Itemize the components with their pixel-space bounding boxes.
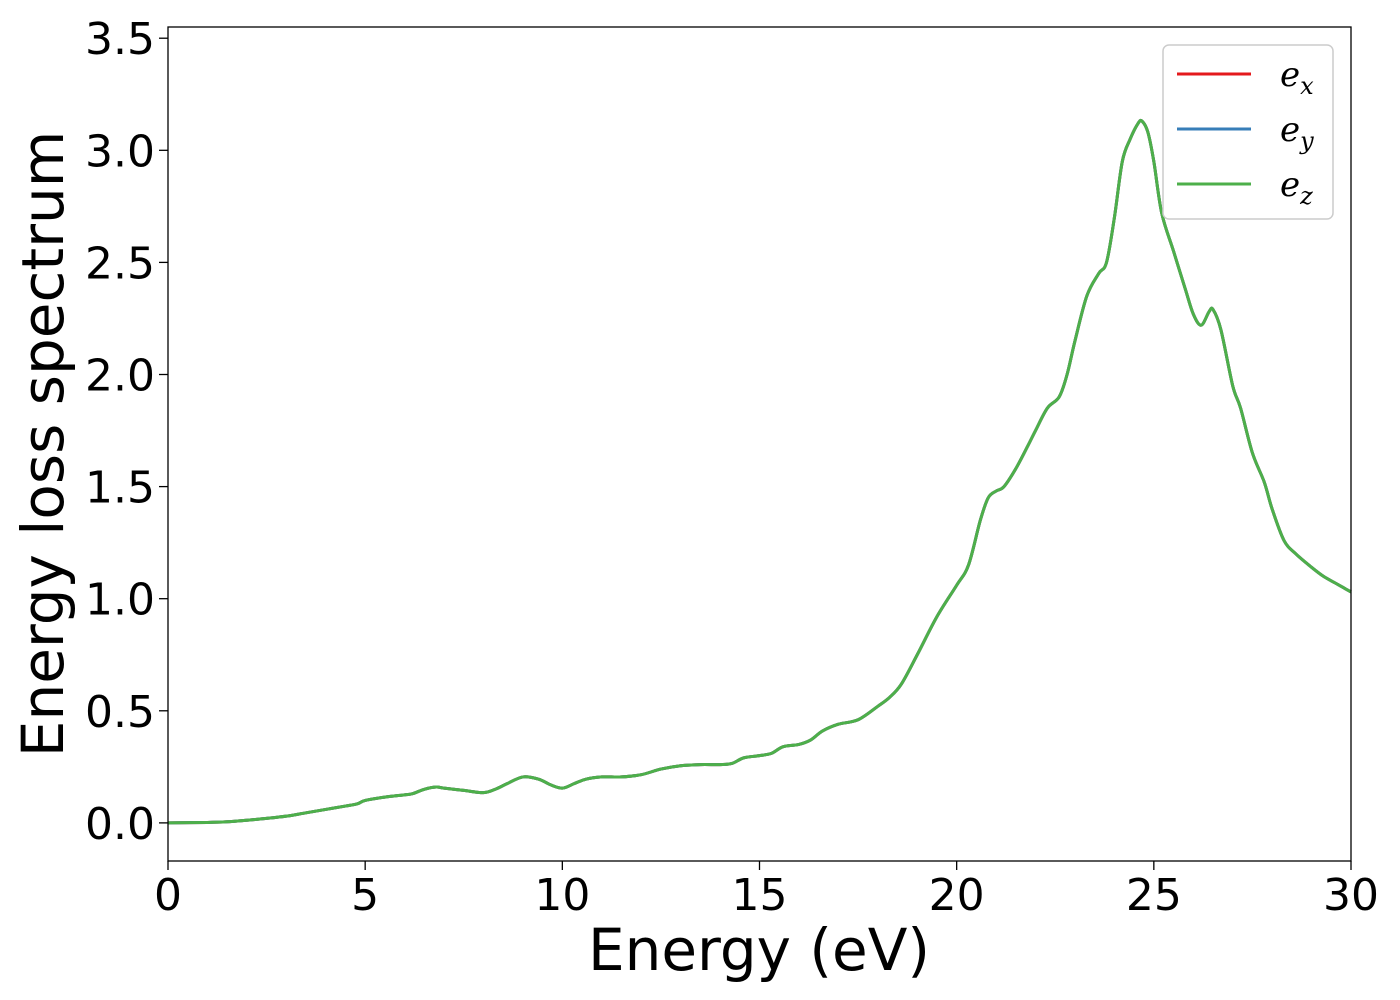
legend-box: [1162, 44, 1334, 220]
y-tick-label: 2.0: [85, 351, 155, 402]
y-tick-label: 1.5: [85, 463, 155, 514]
y-axis-label: Energy loss spectrum: [9, 131, 77, 757]
x-axis-ticks: 0 5 10 15 20 25 30: [154, 861, 1379, 921]
legend-label-x: ex: [1280, 55, 1314, 100]
x-tick-label: 10: [534, 870, 590, 921]
x-tick-label: 30: [1323, 870, 1379, 921]
series-line-z: [167, 118, 1352, 825]
x-axis-label: Energy (eV): [588, 916, 930, 984]
x-tick-label: 20: [929, 870, 985, 921]
legend-label-y: ey: [1280, 110, 1314, 155]
x-tick-label: 25: [1126, 870, 1182, 921]
x-tick-label: 15: [732, 870, 788, 921]
y-tick-label: 3.5: [85, 14, 155, 65]
y-tick-label: 1.0: [85, 575, 155, 626]
legend-label-z: ez: [1280, 165, 1313, 210]
x-tick-label: 5: [351, 870, 379, 921]
y-tick-label: 0.0: [85, 799, 155, 850]
legend: ex ey ez: [1162, 44, 1334, 220]
y-tick-label: 0.5: [85, 687, 155, 738]
y-axis-ticks: 0.0 0.5 1.0 1.5 2.0 2.5 3.0 3.5: [85, 14, 168, 850]
y-tick-label: 2.5: [85, 238, 155, 289]
y-tick-label: 3.0: [85, 126, 155, 177]
series-layer: [167, 118, 1352, 825]
x-tick-label: 0: [154, 870, 182, 921]
